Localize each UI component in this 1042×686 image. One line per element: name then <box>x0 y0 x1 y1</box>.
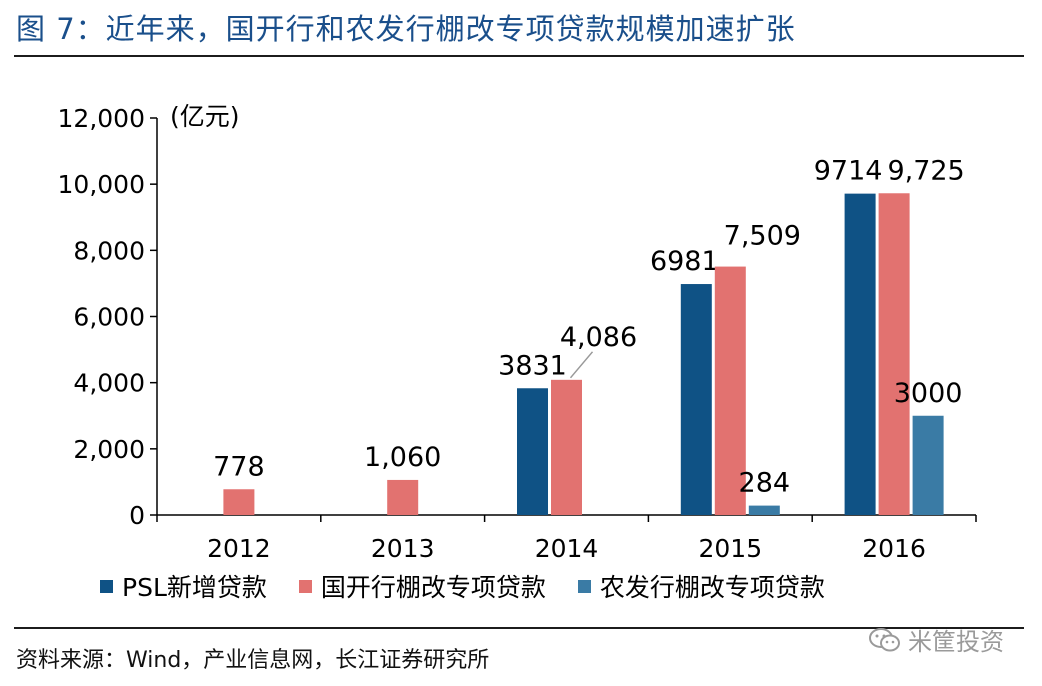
source-note: 资料来源：Wind，产业信息网，长江证券研究所 <box>16 648 490 673</box>
y-tick-label: 10,000 <box>58 170 145 199</box>
bar <box>680 284 712 515</box>
x-tick-label: 2014 <box>535 534 599 563</box>
x-tick-label: 2016 <box>862 534 926 563</box>
bar <box>878 193 910 515</box>
data-label: 3000 <box>894 378 963 409</box>
y-tick-label: 8,000 <box>73 236 145 265</box>
bar <box>223 489 255 515</box>
y-tick-label: 0 <box>129 501 145 530</box>
legend-swatch-cdb <box>298 579 312 593</box>
y-unit-label: (亿元) <box>170 102 240 131</box>
data-label: 3831 <box>498 350 567 381</box>
y-tick-label: 12,000 <box>58 104 145 133</box>
wechat-icon <box>869 627 900 651</box>
bar <box>517 388 548 515</box>
y-tick-label: 4,000 <box>73 369 145 398</box>
data-label: 4,086 <box>560 322 637 353</box>
leader-line <box>569 351 594 379</box>
data-label: 284 <box>739 468 791 499</box>
x-tick-label: 2013 <box>371 534 435 563</box>
legend-swatch-psl <box>100 579 113 593</box>
data-label: 6981 <box>650 246 719 277</box>
watermark-text: 米筐投资 <box>908 628 1004 656</box>
legend-swatch-adbc <box>577 579 591 593</box>
x-tick-label: 2015 <box>698 534 762 563</box>
bar <box>748 505 780 515</box>
bottom-rule <box>14 627 1024 629</box>
bar <box>714 266 746 515</box>
y-tick-label: 2,000 <box>73 435 145 464</box>
bar <box>387 479 419 515</box>
data-label: 778 <box>213 451 265 482</box>
legend-label-psl: PSL新增贷款 <box>122 573 267 602</box>
legend-label-cdb: 国开行棚改专项贷款 <box>320 573 546 602</box>
bar <box>551 379 582 515</box>
legend-item-psl: PSL新增贷款 <box>100 568 267 604</box>
legend-label-adbc: 农发行棚改专项贷款 <box>599 573 825 602</box>
data-label: 9714 <box>814 156 883 187</box>
chart-legend: PSL新增贷款 国开行棚改专项贷款 农发行棚改专项贷款 <box>100 568 825 604</box>
bar-chart: 0 2,000 4,000 6,000 8,000 10,000 12,000 (亿元) 201… <box>58 102 977 563</box>
data-label: 1,060 <box>364 442 441 473</box>
data-label: 7,509 <box>724 221 801 252</box>
y-tick-label: 6,000 <box>73 303 145 332</box>
bar <box>844 193 876 516</box>
watermark: 米筐投资 <box>868 622 1004 657</box>
legend-item-adbc: 农发行棚改专项贷款 <box>577 568 825 604</box>
data-label: 9,725 <box>887 155 964 186</box>
bar <box>912 415 944 515</box>
legend-item-cdb: 国开行棚改专项贷款 <box>298 568 546 604</box>
figure-title: 图 7：近年来，国开行和农发行棚改专项贷款规模加速扩张 <box>16 12 796 46</box>
x-tick-label: 2012 <box>207 534 271 563</box>
top-rule <box>14 55 1024 57</box>
